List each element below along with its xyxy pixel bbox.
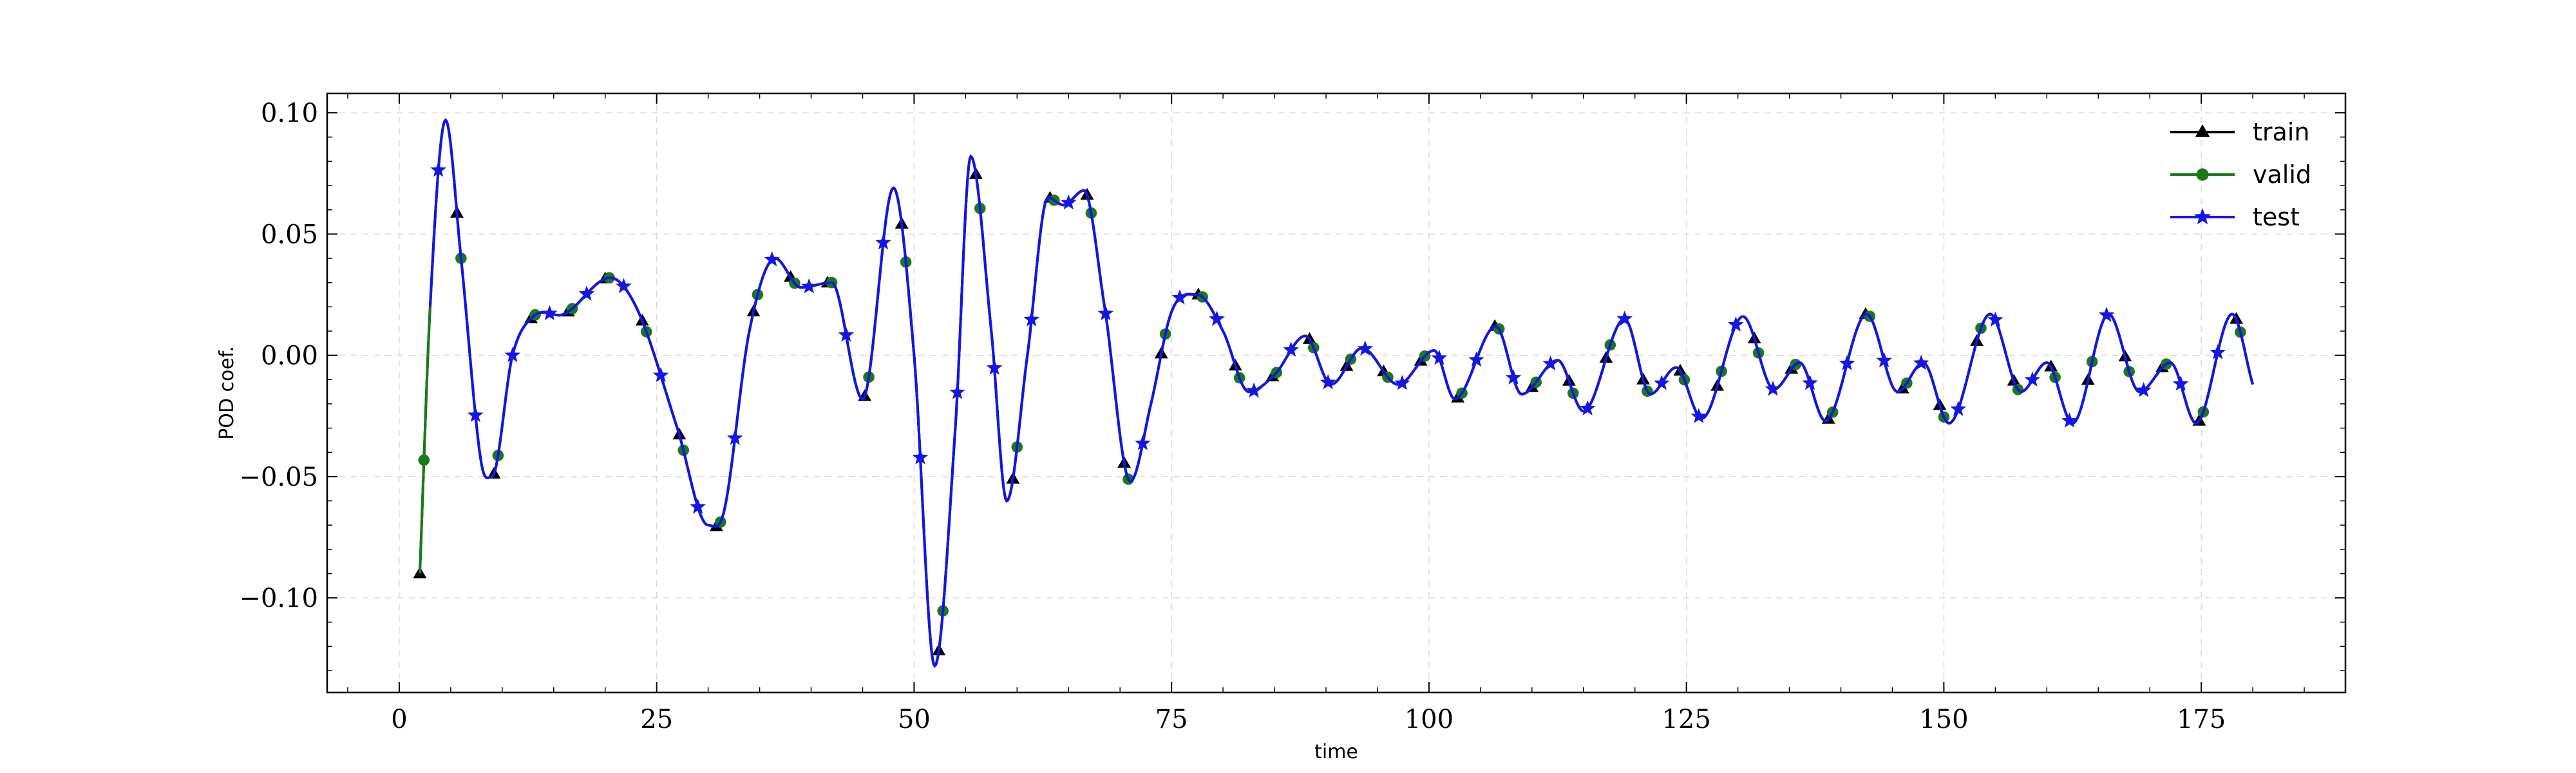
series-valid: [418, 118, 2255, 668]
legend-item-train: train: [2170, 118, 2309, 146]
test-marker: [2136, 381, 2152, 397]
test-marker: [2172, 376, 2189, 391]
x-tick-label: 175: [2177, 705, 2226, 734]
test-marker: [1245, 382, 1262, 398]
y-tick-label: −0.10: [239, 584, 318, 613]
valid-marker: [2196, 168, 2209, 181]
series-train: [413, 118, 2255, 668]
test-marker: [1209, 310, 1225, 326]
test-marker: [652, 367, 669, 383]
plot-frame: [326, 92, 2347, 694]
test-marker: [726, 430, 743, 445]
x-tick-label: 75: [1155, 705, 1188, 734]
plot-series: [413, 118, 2255, 668]
y-tick-label: 0.05: [261, 220, 318, 249]
x-tick-label: 100: [1405, 705, 1454, 734]
test-marker: [430, 162, 447, 177]
legend-label: train: [2253, 118, 2309, 146]
test-marker: [838, 327, 855, 342]
test-marker: [1394, 374, 1410, 390]
test-marker: [1839, 355, 1855, 370]
test-marker: [1357, 340, 1374, 356]
x-tick-label: 25: [640, 705, 673, 734]
y-tick-label: −0.05: [239, 463, 318, 492]
test-marker: [2210, 344, 2226, 359]
grid-lines: [327, 93, 2345, 692]
test-marker: [1579, 400, 1596, 415]
test-marker: [1542, 355, 1558, 371]
test-marker: [875, 234, 891, 250]
valid-line: [418, 118, 2255, 668]
test-marker: [1987, 311, 2003, 327]
train-line: [418, 118, 2255, 668]
test-marker: [1431, 349, 1448, 365]
test-marker: [1728, 316, 1744, 332]
test-marker: [1135, 435, 1151, 450]
series-test: [428, 118, 2255, 668]
test-marker: [1653, 374, 1670, 390]
test-marker: [1468, 351, 1484, 367]
x-tick-label: 125: [1662, 705, 1710, 734]
test-marker: [1023, 311, 1040, 327]
test-marker: [504, 347, 521, 363]
test-marker: [1320, 374, 1336, 390]
test-marker: [1171, 289, 1188, 305]
train-marker: [2195, 124, 2210, 137]
legend-item-test: test: [2170, 203, 2300, 231]
x-axis-title: time: [1314, 741, 1358, 763]
y-axis-title: POD coef.: [216, 346, 238, 440]
test-marker: [986, 359, 1003, 375]
test-marker: [2193, 208, 2211, 225]
y-tick-label: 0.10: [261, 99, 318, 128]
test-marker: [1913, 354, 1929, 370]
test-marker: [467, 406, 484, 423]
axis-ticks: 0 25 50 75 100 125 150 175 0.10 0.05 0.00 −0.05 −0.1…: [239, 93, 2345, 734]
test-marker: [542, 305, 558, 321]
x-tick-label: 150: [1919, 705, 1968, 734]
test-marker: [1505, 369, 1522, 385]
test-marker: [2098, 307, 2115, 322]
test-marker: [1616, 310, 1633, 326]
test-marker: [801, 278, 817, 294]
test-marker: [1876, 352, 1892, 368]
test-marker: [1097, 305, 1114, 321]
y-tick-label: 0.00: [261, 341, 318, 371]
test-marker: [1950, 401, 1967, 416]
legend: train valid test: [2170, 118, 2311, 231]
test-marker: [1283, 341, 1299, 357]
legend-item-valid: valid: [2170, 160, 2311, 189]
valid-marker: [418, 454, 430, 466]
legend-label: test: [2253, 203, 2300, 231]
test-marker: [949, 384, 965, 399]
legend-label: valid: [2253, 160, 2311, 189]
test-marker: [1765, 381, 1781, 396]
x-tick-label: 50: [898, 705, 931, 734]
test-marker: [1802, 374, 1818, 390]
test-line: [428, 118, 2255, 668]
test-marker: [764, 251, 781, 267]
test-marker: [616, 278, 632, 293]
test-marker: [1690, 408, 1707, 423]
test-marker: [2024, 371, 2041, 387]
test-marker: [912, 449, 929, 464]
test-marker: [690, 499, 706, 514]
x-tick-label: 0: [391, 705, 407, 734]
test-marker: [2061, 412, 2078, 428]
test-marker: [1060, 194, 1077, 210]
test-marker: [578, 285, 595, 301]
